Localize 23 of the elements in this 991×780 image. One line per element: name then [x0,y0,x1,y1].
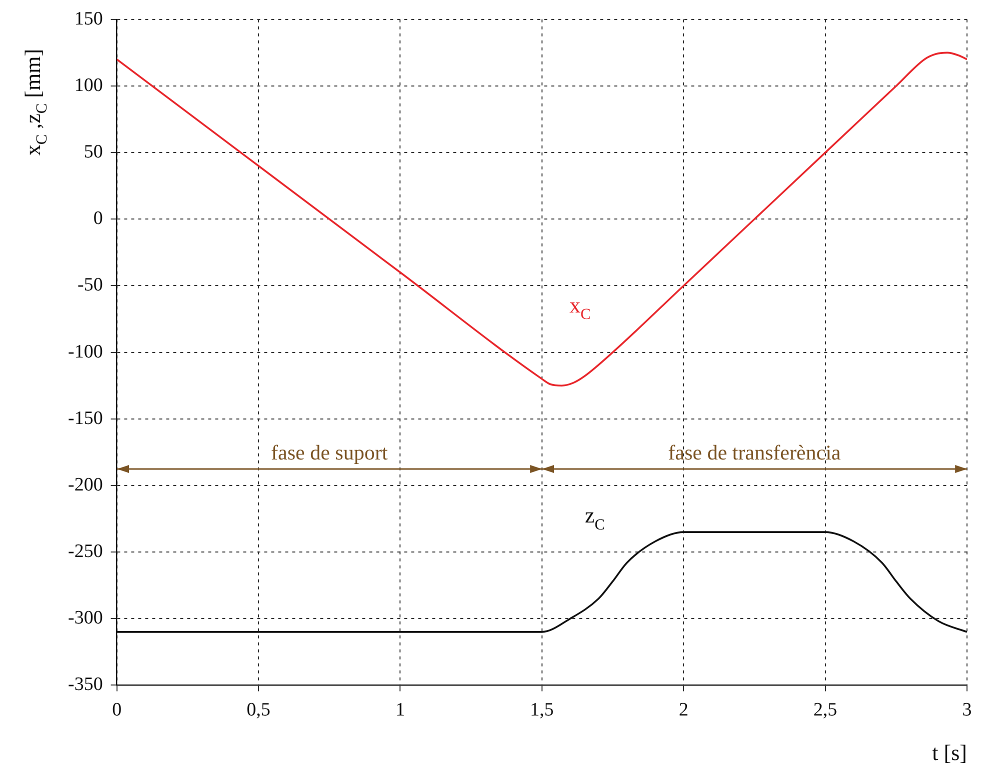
y-tick-label: -250 [68,541,103,562]
y-tick-label: -200 [68,474,103,496]
x-tick-label: 0,5 [246,700,270,721]
y-tick-label: 150 [74,8,103,30]
line-series [116,52,967,386]
y-axis-title: xC ,zC [mm] [20,48,51,156]
x-axis-title: t [s] [932,740,967,766]
y-tick-label: 50 [84,142,103,163]
y-tick-label: -350 [68,674,103,696]
annotation: fase de suport [271,440,388,464]
y-tick-label: -150 [68,408,103,429]
y-tick-label: 100 [74,74,103,96]
x-tick-label: 3 [962,700,972,721]
x-tick-label: 2,5 [813,700,838,721]
y-tick-label: 0 [93,208,103,230]
x-tick-label: 2 [678,700,688,721]
x-tick-label: 1 [395,700,405,721]
x-tick-label: 0 [112,700,122,721]
x-tick-label: 1,5 [530,700,554,721]
annotation: fase de transferència [668,440,842,464]
y-tick-label: -100 [68,341,103,362]
y-tick-label: -50 [78,274,103,296]
y-tick-label: -300 [68,608,103,629]
